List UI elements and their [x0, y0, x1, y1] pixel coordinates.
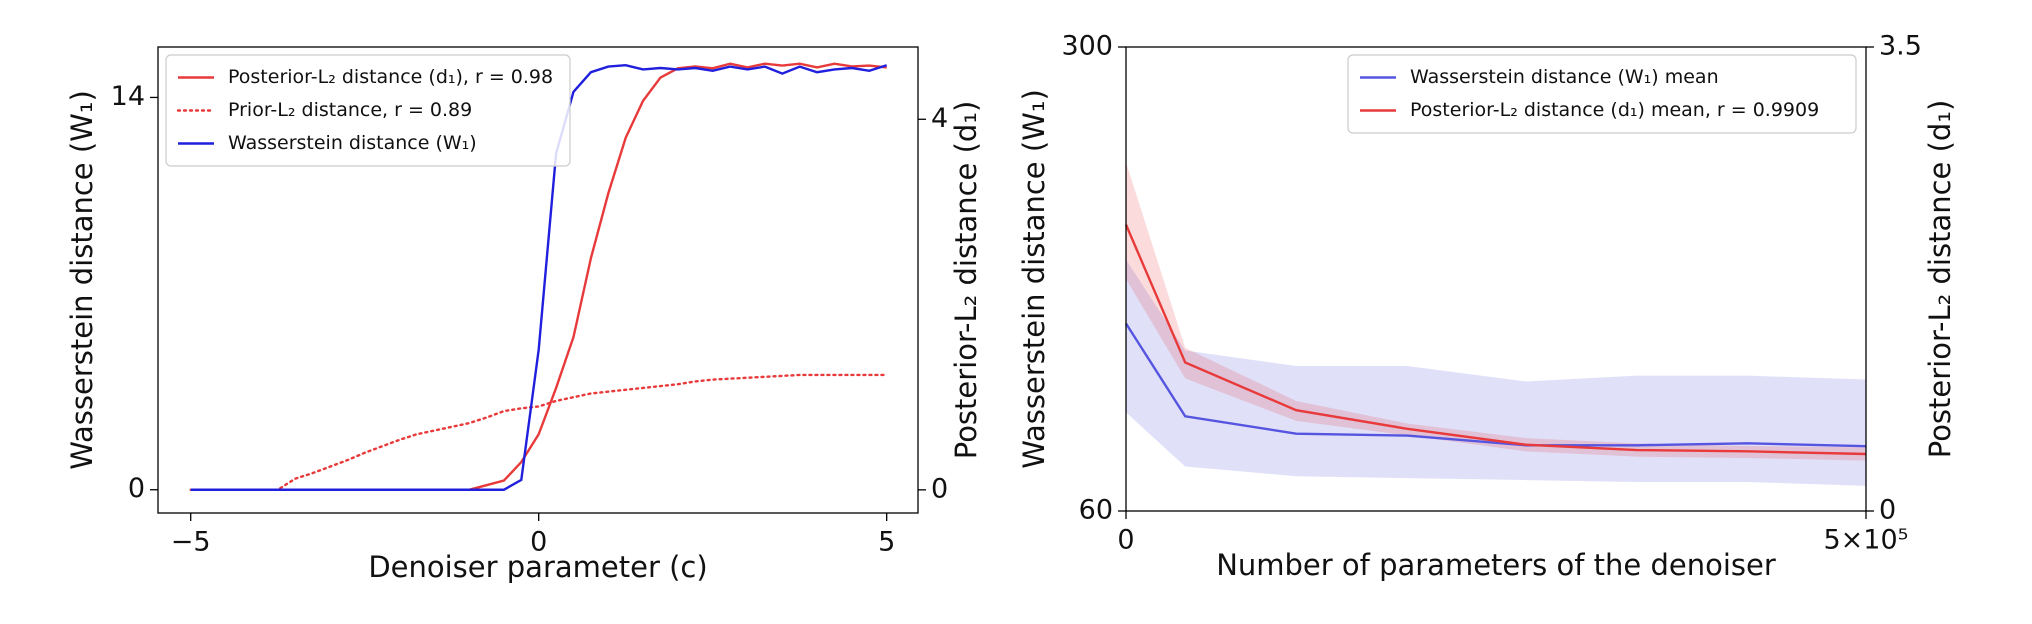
legend-box: [1347, 54, 1857, 134]
band: [1126, 259, 1866, 486]
legend: Posterior-L₂ distance (d₁), r = 0.98 Prio…: [165, 54, 571, 167]
legend-label: Wasserstein distance (W₁) mean: [1410, 66, 1719, 88]
legend-box: [165, 54, 571, 167]
x-tick-label: 0: [1117, 525, 1134, 556]
x-tick-label: −5: [171, 527, 211, 558]
x-tick-label: 0: [530, 527, 547, 558]
legend-label: Posterior-L₂ distance (d₁), r = 0.98: [228, 66, 553, 88]
series-line: [189, 373, 888, 492]
x-tick-label: 5: [878, 527, 895, 558]
y2-tick-label: 0: [931, 473, 948, 504]
series-line: [1124, 224, 1867, 456]
y2-tick-label: 3.5: [1879, 31, 1922, 62]
y2-axis-label: Posterior-L₂ distance (d₁): [1923, 100, 1957, 459]
y-tick-label: 0: [128, 473, 145, 504]
y-tick-label: 14: [111, 81, 145, 112]
x-axis-label: Denoiser parameter (c): [368, 550, 707, 584]
y-axis-label: Wasserstein distance (W₁): [65, 90, 99, 470]
y-tick-label: 300: [1061, 31, 1113, 62]
x-axis-label: Number of parameters of the denoiser: [1216, 548, 1776, 582]
plot-frame: [157, 46, 919, 514]
series-line: [190, 64, 888, 491]
x-tick-label: 5×10⁵: [1824, 525, 1909, 556]
y2-tick-label: 4: [931, 103, 948, 134]
legend: Wasserstein distance (W₁) mean Posterior-…: [1347, 54, 1857, 134]
y-axis-label: Wasserstein distance (W₁): [1017, 89, 1051, 469]
legend-label: Wasserstein distance (W₁): [228, 132, 477, 154]
legend-label: Posterior-L₂ distance (d₁) mean, r = 0.9…: [1410, 99, 1819, 121]
y2-tick-label: 0: [1879, 495, 1896, 526]
y2-axis-label: Posterior-L₂ distance (d₁): [949, 101, 983, 460]
y-tick-label: 60: [1079, 495, 1113, 526]
plot-frame: [1125, 46, 1867, 512]
legend-label: Prior-L₂ distance, r = 0.89: [228, 99, 472, 121]
series-line: [1124, 322, 1867, 448]
